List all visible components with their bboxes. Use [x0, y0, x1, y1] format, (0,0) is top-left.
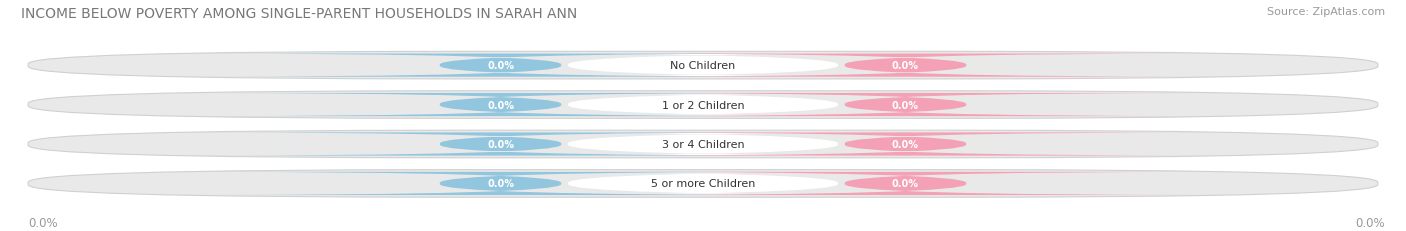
Text: 0.0%: 0.0% [1355, 216, 1385, 229]
Text: 0.0%: 0.0% [891, 179, 920, 189]
FancyBboxPatch shape [588, 133, 1223, 156]
FancyBboxPatch shape [183, 172, 818, 195]
FancyBboxPatch shape [588, 172, 1223, 195]
Text: 0.0%: 0.0% [891, 100, 920, 110]
Text: 1 or 2 Children: 1 or 2 Children [662, 100, 744, 110]
FancyBboxPatch shape [28, 131, 1378, 158]
FancyBboxPatch shape [183, 133, 818, 156]
FancyBboxPatch shape [588, 54, 1223, 77]
Text: 0.0%: 0.0% [891, 139, 920, 149]
FancyBboxPatch shape [28, 52, 1378, 79]
Text: Source: ZipAtlas.com: Source: ZipAtlas.com [1267, 7, 1385, 17]
Text: 3 or 4 Children: 3 or 4 Children [662, 139, 744, 149]
FancyBboxPatch shape [460, 94, 946, 117]
FancyBboxPatch shape [588, 94, 1223, 117]
Text: 0.0%: 0.0% [28, 216, 58, 229]
Text: 0.0%: 0.0% [486, 100, 515, 110]
Text: 0.0%: 0.0% [486, 139, 515, 149]
FancyBboxPatch shape [183, 54, 818, 77]
Text: 0.0%: 0.0% [486, 61, 515, 71]
Text: 0.0%: 0.0% [486, 179, 515, 189]
FancyBboxPatch shape [460, 172, 946, 195]
FancyBboxPatch shape [183, 94, 818, 117]
Text: 0.0%: 0.0% [891, 61, 920, 71]
FancyBboxPatch shape [460, 54, 946, 77]
FancyBboxPatch shape [28, 91, 1378, 119]
Text: 5 or more Children: 5 or more Children [651, 179, 755, 189]
Text: No Children: No Children [671, 61, 735, 71]
FancyBboxPatch shape [28, 170, 1378, 197]
Text: INCOME BELOW POVERTY AMONG SINGLE-PARENT HOUSEHOLDS IN SARAH ANN: INCOME BELOW POVERTY AMONG SINGLE-PARENT… [21, 7, 578, 21]
FancyBboxPatch shape [460, 133, 946, 156]
